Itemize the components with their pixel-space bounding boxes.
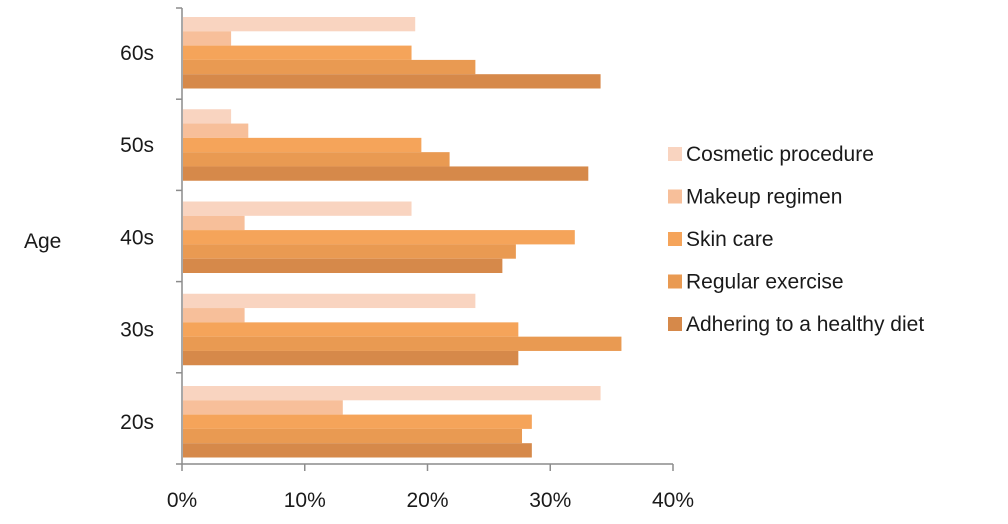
legend-label: Adhering to a healthy diet (686, 313, 924, 336)
bar-20s-cosmetic-procedure (183, 386, 601, 401)
bars-group (183, 17, 622, 458)
legend-label: Regular exercise (686, 271, 844, 294)
bar-60s-cosmetic-procedure (183, 17, 416, 32)
y-axis-title: Age (24, 230, 61, 253)
x-tick-label: 10% (284, 489, 326, 512)
y-tick-label: 40s (120, 226, 154, 249)
bar-30s-skin-care (183, 322, 519, 337)
legend: Cosmetic procedure Makeup regimen Skin car… (668, 143, 924, 336)
x-tick-label: 30% (529, 489, 571, 512)
legend-swatch (668, 147, 682, 161)
bar-40s-regular-exercise (183, 244, 516, 259)
bar-50s-adhering-to-a-healthy-diet (183, 166, 589, 181)
bar-20s-regular-exercise (183, 428, 523, 444)
legend-label: Cosmetic procedure (686, 143, 874, 166)
bar-50s-skin-care (183, 137, 422, 153)
bar-50s-regular-exercise (183, 152, 450, 167)
bar-60s-adhering-to-a-healthy-diet (183, 74, 601, 89)
bar-20s-skin-care (183, 414, 532, 429)
x-tick-label: 20% (406, 489, 448, 512)
bar-30s-makeup-regimen (183, 308, 245, 323)
bar-30s-adhering-to-a-healthy-diet (183, 350, 519, 366)
bar-60s-makeup-regimen (183, 31, 232, 46)
legend-swatch (668, 317, 682, 331)
bar-40s-cosmetic-procedure (183, 201, 412, 216)
bar-40s-adhering-to-a-healthy-diet (183, 258, 503, 273)
legend-label: Skin care (686, 228, 774, 251)
legend-swatch (668, 232, 682, 246)
bar-40s-makeup-regimen (183, 215, 245, 231)
x-tick-label: 0% (167, 489, 197, 512)
ticks-group: 60s 50s 40s 30s 20s 0% 10% 20% 30% 40% (120, 7, 694, 512)
bar-40s-skin-care (183, 230, 575, 245)
bar-50s-cosmetic-procedure (183, 109, 232, 124)
legend-label: Makeup regimen (686, 186, 842, 209)
bar-20s-adhering-to-a-healthy-diet (183, 443, 532, 458)
bar-50s-makeup-regimen (183, 123, 249, 138)
y-tick-label: 30s (120, 319, 154, 342)
legend-swatch (668, 189, 682, 204)
x-tick-label: 40% (652, 489, 694, 512)
y-tick-label: 50s (120, 134, 154, 157)
legend-swatch (668, 274, 682, 289)
bar-60s-skin-care (183, 45, 412, 60)
bar-20s-makeup-regimen (183, 400, 343, 415)
y-tick-label: 20s (120, 411, 154, 434)
bar-60s-regular-exercise (183, 59, 476, 75)
bar-30s-regular-exercise (183, 336, 622, 351)
bar-30s-cosmetic-procedure (183, 293, 476, 309)
y-tick-label: 60s (120, 42, 154, 65)
